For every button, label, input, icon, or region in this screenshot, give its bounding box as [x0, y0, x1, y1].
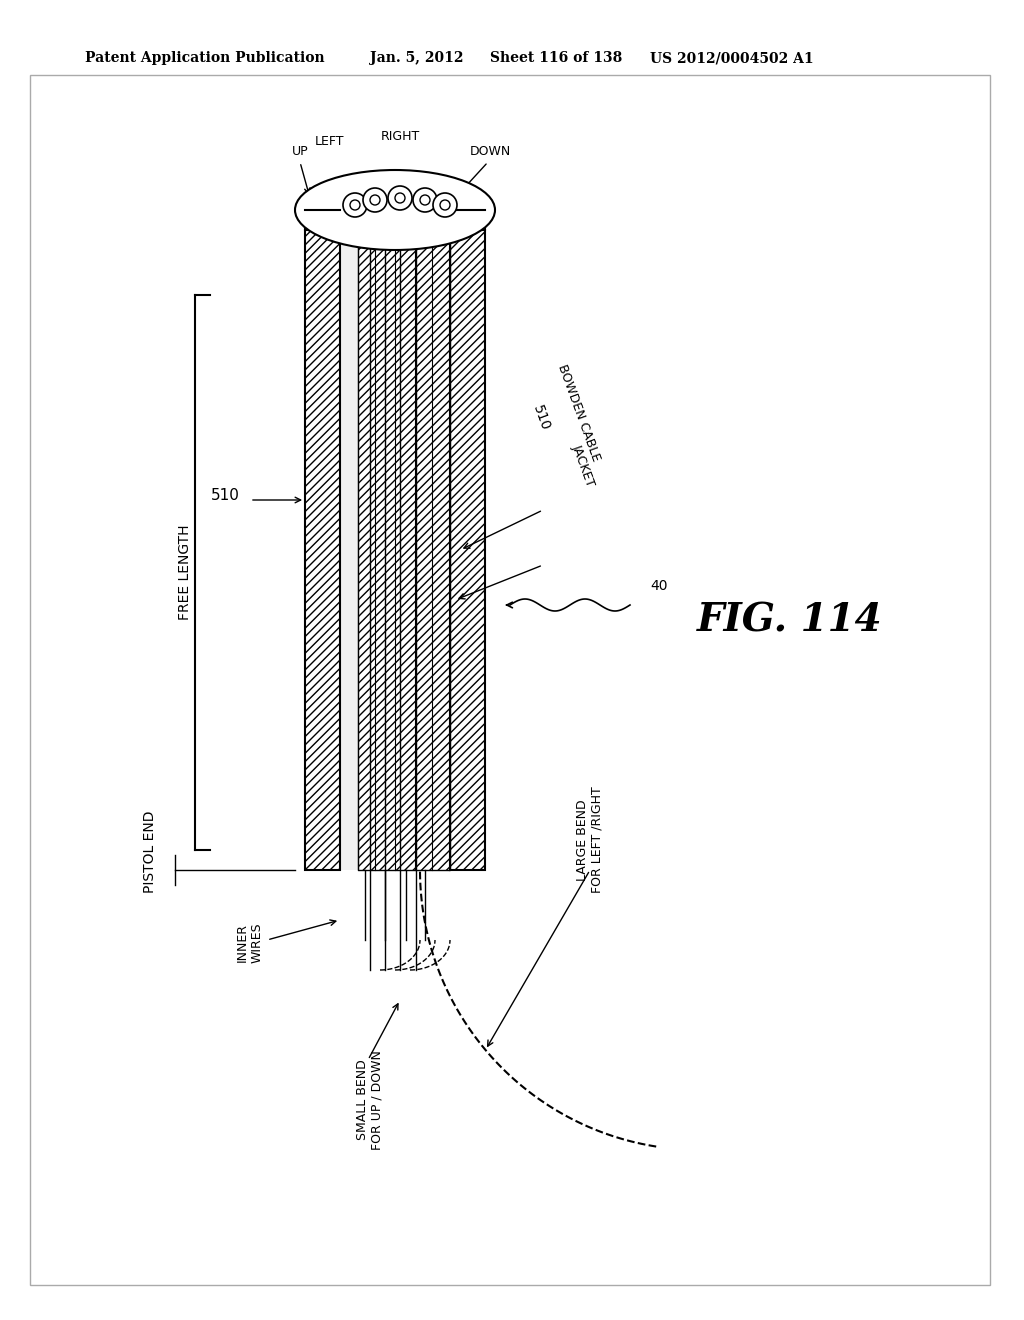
Text: INNER
WIRES: INNER WIRES [236, 923, 264, 964]
Text: FIG. 114: FIG. 114 [697, 601, 883, 639]
Text: SMALL BEND
FOR UP / DOWN: SMALL BEND FOR UP / DOWN [356, 1051, 384, 1150]
FancyBboxPatch shape [358, 230, 450, 870]
Text: 510: 510 [211, 488, 240, 503]
Text: LARGE BEND
FOR LEFT /RIGHT: LARGE BEND FOR LEFT /RIGHT [575, 787, 604, 894]
Circle shape [362, 187, 387, 213]
Text: LEFT: LEFT [315, 135, 345, 148]
Circle shape [370, 195, 380, 205]
Circle shape [343, 193, 367, 216]
Text: US 2012/0004502 A1: US 2012/0004502 A1 [650, 51, 814, 65]
Text: JACKET: JACKET [570, 442, 597, 488]
Text: RIGHT: RIGHT [380, 129, 420, 143]
Circle shape [433, 193, 457, 216]
Text: Sheet 116 of 138: Sheet 116 of 138 [490, 51, 623, 65]
FancyBboxPatch shape [340, 230, 450, 870]
FancyBboxPatch shape [305, 230, 340, 870]
Circle shape [420, 195, 430, 205]
Circle shape [350, 201, 360, 210]
Text: BOWDEN CABLE: BOWDEN CABLE [555, 363, 602, 463]
Text: Patent Application Publication: Patent Application Publication [85, 51, 325, 65]
Text: 510: 510 [530, 404, 552, 433]
Text: FREE LENGTH: FREE LENGTH [178, 524, 193, 620]
Text: UP: UP [292, 145, 308, 158]
Circle shape [440, 201, 450, 210]
Text: Jan. 5, 2012: Jan. 5, 2012 [370, 51, 464, 65]
Text: 40: 40 [650, 579, 668, 593]
Text: DOWN: DOWN [469, 145, 511, 158]
Circle shape [395, 193, 406, 203]
Circle shape [388, 186, 412, 210]
Circle shape [413, 187, 437, 213]
Text: PISTOL END: PISTOL END [143, 810, 157, 894]
Ellipse shape [295, 170, 495, 249]
FancyBboxPatch shape [450, 230, 485, 870]
